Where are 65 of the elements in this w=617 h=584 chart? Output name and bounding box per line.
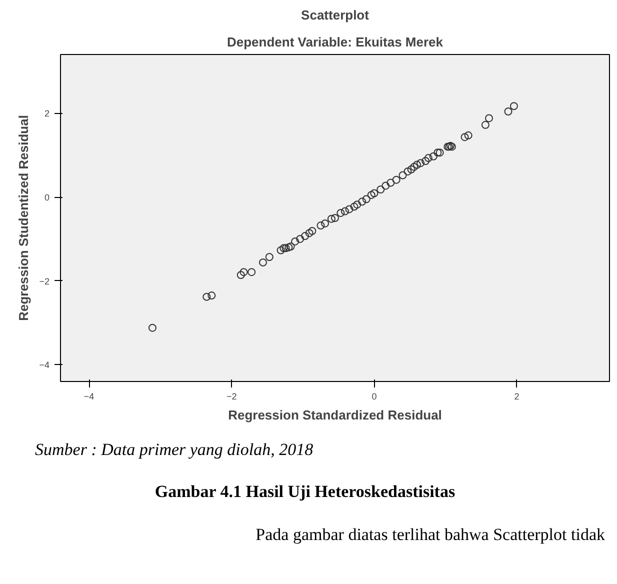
point — [429, 152, 438, 160]
text: Gambar 4.1 Hasil Uji Heteroskedastisitas — [154, 481, 456, 504]
y-tick-label: 2 — [44, 108, 50, 119]
point — [336, 208, 345, 217]
point — [345, 205, 354, 214]
point — [296, 234, 304, 243]
point — [510, 102, 518, 110]
point — [327, 214, 336, 223]
chart-title: Scatterplot — [301, 8, 370, 22]
point — [148, 324, 156, 332]
point — [284, 243, 293, 252]
point — [258, 258, 267, 266]
point — [321, 219, 330, 228]
x-tick-label: 0 — [372, 392, 377, 402]
point — [353, 200, 362, 209]
point — [248, 268, 256, 276]
point — [434, 148, 442, 157]
point — [481, 120, 490, 129]
point — [282, 244, 290, 252]
point — [202, 292, 211, 301]
point — [504, 108, 512, 116]
point — [407, 165, 416, 174]
x-tick-label: 2 — [514, 392, 520, 402]
point — [316, 222, 325, 230]
point — [404, 167, 412, 176]
text: Pada gambar diatas terlihat bahwa Scatterplot tidak — [256, 524, 605, 546]
x-tick-label: −4 — [84, 392, 94, 402]
point — [308, 227, 316, 235]
point — [350, 202, 358, 211]
point — [236, 271, 245, 280]
point — [485, 114, 494, 122]
point — [305, 229, 314, 238]
point — [422, 156, 430, 165]
chart-subtitle: Dependent Variable: Ekuitas Merek — [226, 34, 444, 50]
point — [358, 198, 366, 206]
point — [376, 186, 385, 194]
point — [370, 189, 378, 198]
point — [392, 176, 400, 184]
point — [331, 214, 339, 222]
point — [436, 148, 444, 157]
point — [291, 237, 300, 246]
point — [240, 268, 248, 276]
x-tick-label: −2 — [226, 392, 237, 402]
point — [398, 171, 407, 180]
point — [301, 232, 310, 240]
text: Sumber : Data primer yang diolah, 2018 — [35, 439, 314, 461]
y-tick-label: 0 — [44, 192, 50, 203]
point — [424, 154, 432, 162]
point — [410, 162, 418, 171]
point — [464, 131, 472, 140]
x-axis-title: Regression Standardized Residual — [228, 408, 442, 422]
y-axis-title: Regression Studentized Residual — [16, 115, 32, 321]
point — [362, 195, 370, 204]
y-tick-label: −4 — [39, 360, 50, 370]
point — [367, 190, 376, 199]
point — [386, 178, 395, 187]
point — [340, 207, 349, 216]
point — [276, 246, 285, 254]
point — [412, 160, 421, 169]
point — [265, 252, 274, 261]
point — [382, 182, 390, 190]
point — [460, 133, 469, 142]
point — [208, 292, 216, 300]
y-tick-label: −2 — [39, 276, 50, 286]
point — [416, 159, 425, 168]
